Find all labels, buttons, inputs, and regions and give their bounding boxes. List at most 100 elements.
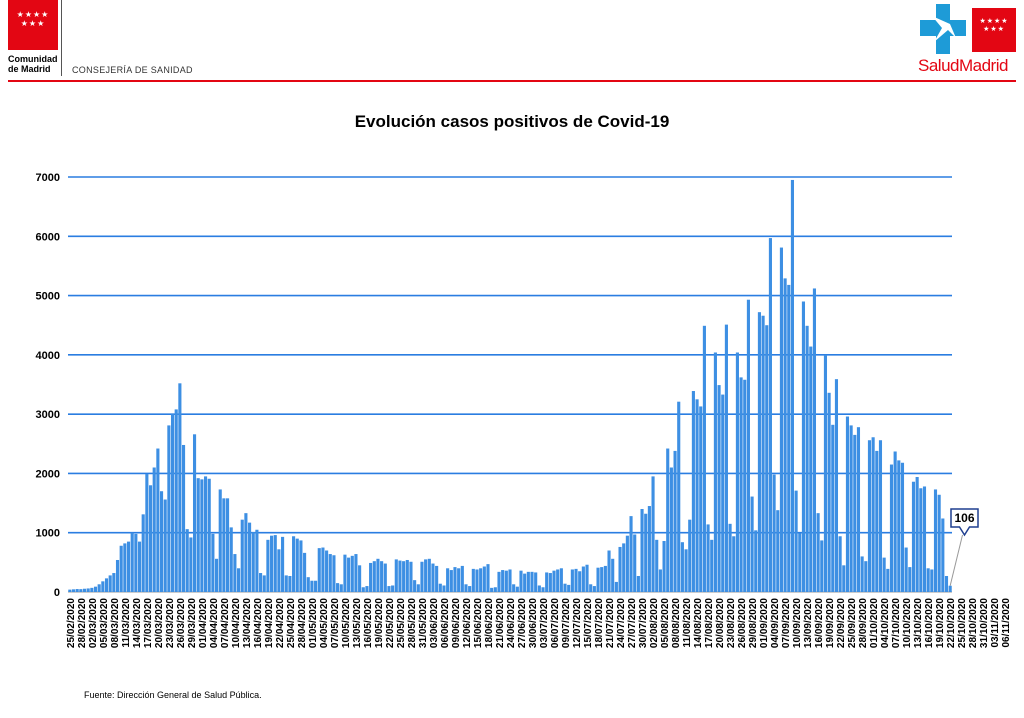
- x-tick-label: 25/10/2020: [957, 598, 968, 648]
- y-tick-label: 0: [54, 587, 60, 599]
- bar: [556, 569, 560, 592]
- x-tick-label: 27/06/2020: [517, 598, 528, 648]
- bar: [831, 424, 835, 592]
- bar: [875, 450, 879, 592]
- bar: [405, 559, 409, 592]
- x-tick-label: 31/10/2020: [979, 598, 990, 648]
- bar: [464, 584, 468, 592]
- x-tick-label: 27/07/2020: [627, 598, 638, 648]
- org-name-line1: Comunidad: [8, 54, 58, 64]
- bar: [398, 560, 402, 592]
- bar: [457, 568, 461, 592]
- salud-madrid-logo: ★★★★ ★★★ SaludMadrid: [918, 4, 1018, 78]
- bar: [145, 474, 149, 592]
- bar: [724, 324, 728, 592]
- bar: [680, 542, 684, 592]
- x-tick-label: 07/04/2020: [220, 598, 231, 648]
- bar: [284, 575, 288, 592]
- bar: [222, 498, 226, 592]
- bar: [592, 586, 596, 592]
- bar: [640, 509, 644, 592]
- bar: [104, 578, 109, 592]
- bar: [299, 540, 303, 592]
- bar: [739, 377, 743, 592]
- bar: [159, 491, 164, 592]
- stars-icon: ★★★★ ★★★: [16, 10, 50, 28]
- bar: [618, 546, 622, 592]
- bar: [717, 385, 721, 592]
- bar: [361, 587, 365, 592]
- bar: [878, 440, 883, 592]
- x-tick-label: 29/08/2020: [748, 598, 759, 648]
- x-tick-label: 02/03/2020: [88, 598, 99, 648]
- x-tick-label: 22/10/2020: [946, 598, 957, 648]
- bar: [783, 278, 787, 592]
- x-tick-label: 23/03/2020: [165, 598, 176, 648]
- bar: [886, 568, 890, 592]
- x-tick-label: 25/05/2020: [396, 598, 407, 648]
- bar: [277, 549, 281, 592]
- x-tick-label: 24/07/2020: [616, 598, 627, 648]
- bar: [856, 427, 861, 592]
- bar: [552, 570, 556, 592]
- x-tick-label: 03/06/2020: [429, 598, 440, 648]
- bar: [93, 586, 98, 592]
- bar: [207, 478, 211, 592]
- x-tick-label: 14/08/2020: [693, 598, 704, 648]
- bar: [119, 545, 123, 592]
- bar: [226, 498, 230, 592]
- x-tick-label: 03/11/2020: [990, 598, 1001, 648]
- bar: [185, 529, 189, 592]
- bar: [871, 437, 875, 592]
- bar: [112, 573, 116, 592]
- x-tick-label: 15/07/2020: [583, 598, 594, 648]
- bar: [365, 586, 369, 592]
- x-tick-label: 13/09/2020: [803, 598, 814, 648]
- bar: [842, 565, 846, 592]
- bar: [347, 557, 351, 592]
- x-tick-label: 13/10/2020: [913, 598, 924, 648]
- bar: [713, 352, 717, 592]
- x-tick-label: 05/08/2020: [660, 598, 671, 648]
- bar: [647, 506, 651, 592]
- x-tick-label: 04/05/2020: [319, 598, 330, 648]
- bar: [926, 568, 930, 592]
- y-tick-label: 3000: [36, 409, 60, 421]
- x-tick-label: 28/02/2020: [77, 598, 88, 648]
- bar: [735, 352, 739, 592]
- brand-left: Salud: [918, 56, 959, 75]
- bar: [849, 425, 853, 592]
- bar: [625, 535, 629, 592]
- bar: [607, 550, 611, 592]
- bar: [933, 489, 938, 592]
- bar: [343, 554, 347, 592]
- bar: [900, 462, 905, 592]
- x-tick-label: 22/09/2020: [836, 598, 847, 648]
- x-tick-label: 11/03/2020: [121, 598, 132, 648]
- bar: [486, 564, 490, 592]
- bar: [336, 583, 340, 592]
- bar: [167, 425, 171, 592]
- bar: [446, 568, 450, 592]
- bar: [801, 301, 806, 592]
- bar: [860, 556, 864, 592]
- bar: [387, 586, 391, 592]
- bar: [270, 535, 274, 592]
- bar: [394, 559, 398, 592]
- bar: [779, 247, 783, 593]
- x-tick-label: 26/08/2020: [737, 598, 748, 648]
- bar: [629, 516, 633, 592]
- x-tick-label: 13/04/2020: [242, 598, 253, 648]
- bar: [655, 539, 659, 592]
- bar: [644, 513, 648, 592]
- bar: [867, 440, 872, 592]
- bar: [798, 533, 802, 592]
- bar: [523, 573, 527, 592]
- bar: [534, 572, 538, 592]
- bar: [317, 548, 321, 592]
- bar: [148, 485, 153, 592]
- bar: [805, 325, 809, 592]
- bar: [248, 522, 252, 592]
- bar: [442, 585, 446, 592]
- x-tick-label: 06/07/2020: [550, 598, 561, 648]
